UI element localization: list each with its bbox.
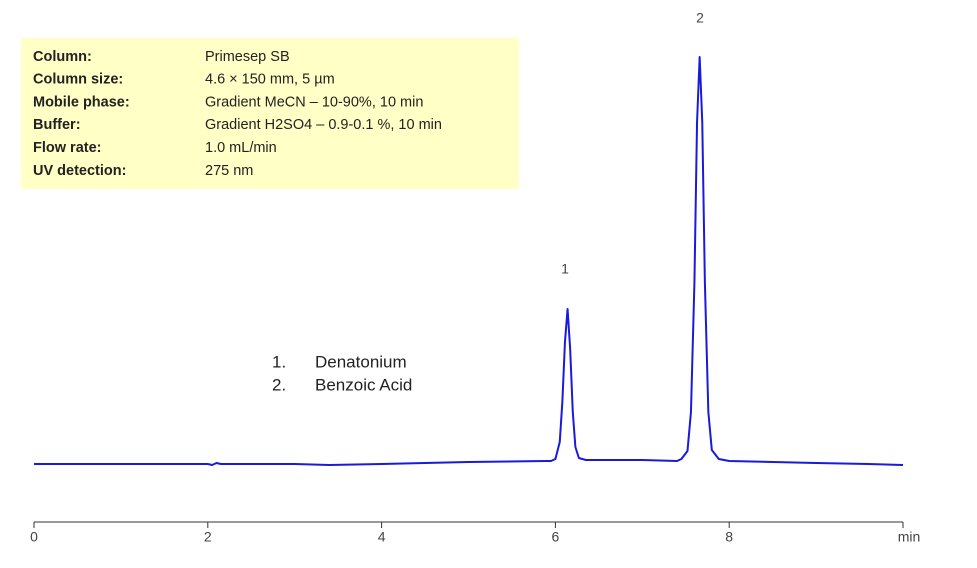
compound-number: 2. xyxy=(272,375,286,394)
x-tick-label: 8 xyxy=(725,529,733,545)
x-tick-label: 0 xyxy=(30,529,38,545)
compound-name: Denatonium xyxy=(315,352,407,371)
conditions-box xyxy=(21,38,519,189)
condition-key: Column: xyxy=(33,49,92,65)
condition-key: Mobile phase: xyxy=(33,94,130,110)
condition-value: 4.6 × 150 mm, 5 µm xyxy=(205,72,335,88)
peak-label: 2 xyxy=(696,10,704,26)
x-tick-label: 6 xyxy=(552,529,560,545)
x-tick-label: 2 xyxy=(204,529,212,545)
x-tick-label: 4 xyxy=(378,529,386,545)
compound-number: 1. xyxy=(272,352,286,371)
condition-value: 275 nm xyxy=(205,163,253,179)
condition-key: Column size: xyxy=(33,72,123,88)
compound-name: Benzoic Acid xyxy=(315,375,412,394)
peak-label: 1 xyxy=(561,261,569,277)
condition-value: Gradient H2SO4 – 0.9-0.1 %, 10 min xyxy=(205,117,442,133)
chromatogram-line xyxy=(34,56,904,466)
condition-value: Primesep SB xyxy=(205,49,290,65)
condition-key: Buffer: xyxy=(33,117,81,133)
x-tick-label: min xyxy=(898,529,921,545)
condition-key: UV detection: xyxy=(33,163,126,179)
condition-value: 1.0 mL/min xyxy=(205,140,277,156)
condition-value: Gradient MeCN – 10-90%, 10 min xyxy=(205,94,423,110)
condition-key: Flow rate: xyxy=(33,140,101,156)
